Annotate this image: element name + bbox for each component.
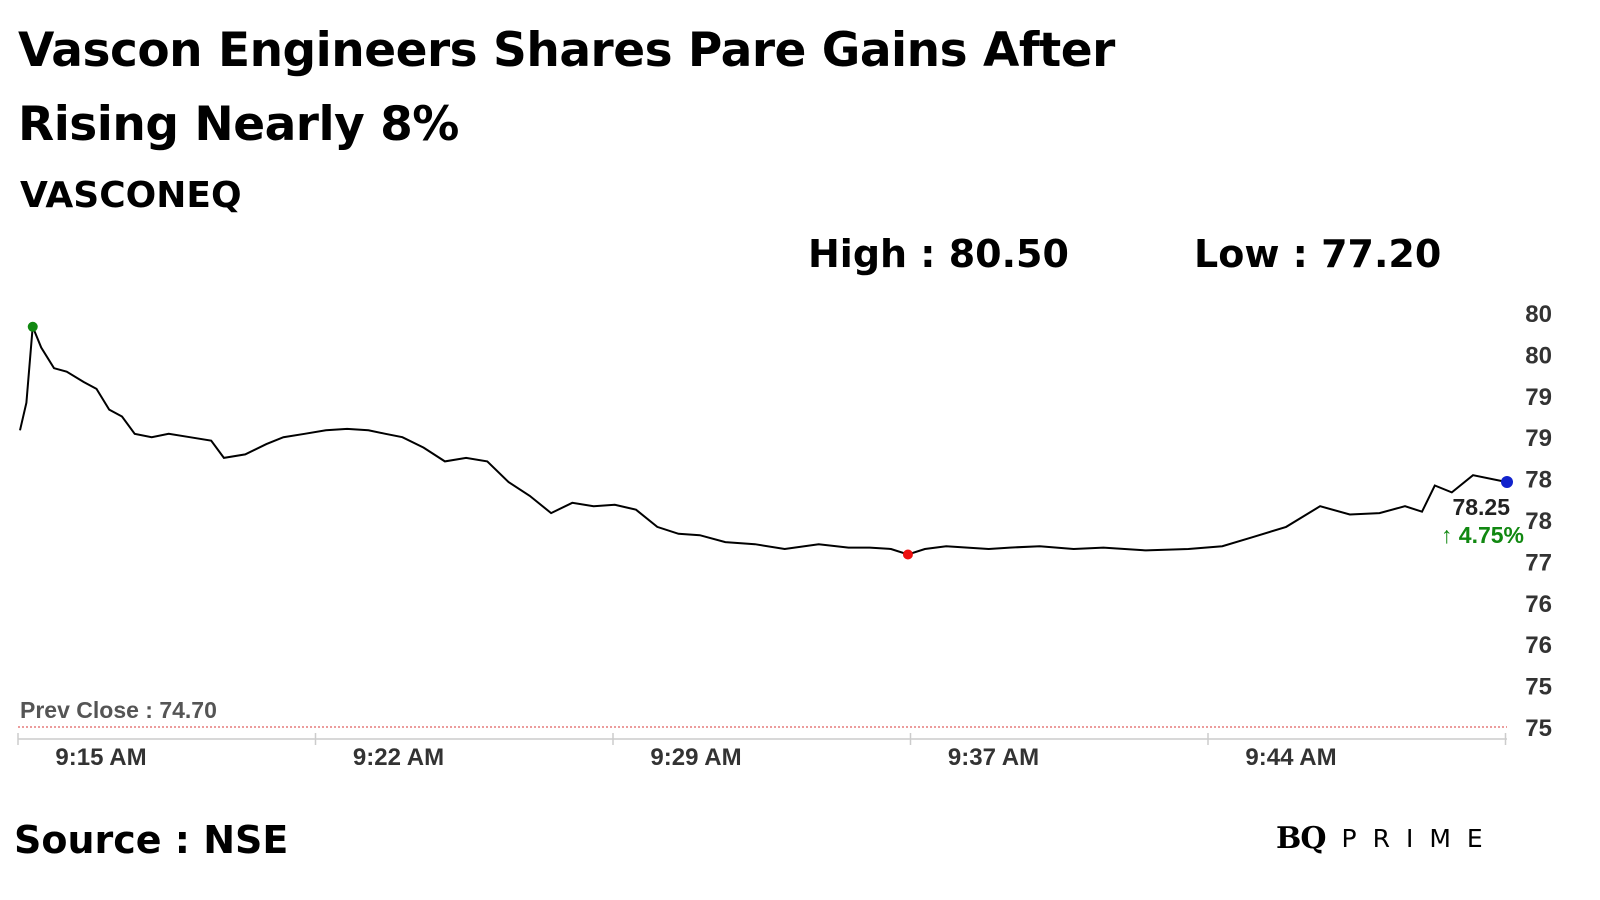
- y-tick-label: 76: [1525, 632, 1552, 659]
- y-tick-label: 75: [1525, 674, 1552, 701]
- x-tick-label: 9:22 AM: [353, 744, 444, 771]
- y-tick-label: 78: [1525, 508, 1552, 535]
- x-tick-label: 9:29 AM: [650, 744, 741, 771]
- y-tick-label: 78: [1525, 467, 1552, 494]
- headline: Vascon Engineers Shares Pare Gains After…: [18, 23, 1115, 152]
- y-tick-label: 75: [1525, 715, 1552, 742]
- last-price-label: 78.25: [1452, 494, 1510, 520]
- y-tick-label: 79: [1525, 425, 1552, 452]
- brand-logo: BQ PRIME: [1276, 818, 1499, 858]
- x-tick-label: 9:15 AM: [55, 744, 146, 771]
- day-low-label: Low : 77.20: [1194, 232, 1442, 276]
- price-chart: Prev Close : 74.70 9:15 AM 9:22 AM 9:29 AM…: [17, 301, 1552, 771]
- y-tick-label: 76: [1525, 591, 1552, 618]
- y-tick-label: 80: [1525, 301, 1552, 328]
- source-note: Source : NSE: [14, 818, 289, 862]
- low-marker: [902, 549, 913, 560]
- x-tick-label: 9:37 AM: [948, 744, 1039, 771]
- x-tick-label: 9:44 AM: [1245, 744, 1336, 771]
- ticker-symbol: VASCONEQ: [20, 175, 242, 216]
- y-tick-label: 79: [1525, 384, 1552, 411]
- prev-close-label: Prev Close : 74.70: [20, 697, 217, 723]
- brand-mark: BQ: [1276, 820, 1326, 856]
- last-price-marker: [1501, 476, 1513, 489]
- brand-word: PRIME: [1341, 823, 1499, 853]
- high-marker: [27, 321, 38, 332]
- y-tick-label: 77: [1525, 549, 1552, 576]
- day-high-label: High : 80.50: [808, 232, 1069, 276]
- price-change-label: ↑ 4.75%: [1441, 522, 1524, 548]
- y-tick-label: 80: [1525, 342, 1552, 369]
- price-line: [19, 326, 1508, 556]
